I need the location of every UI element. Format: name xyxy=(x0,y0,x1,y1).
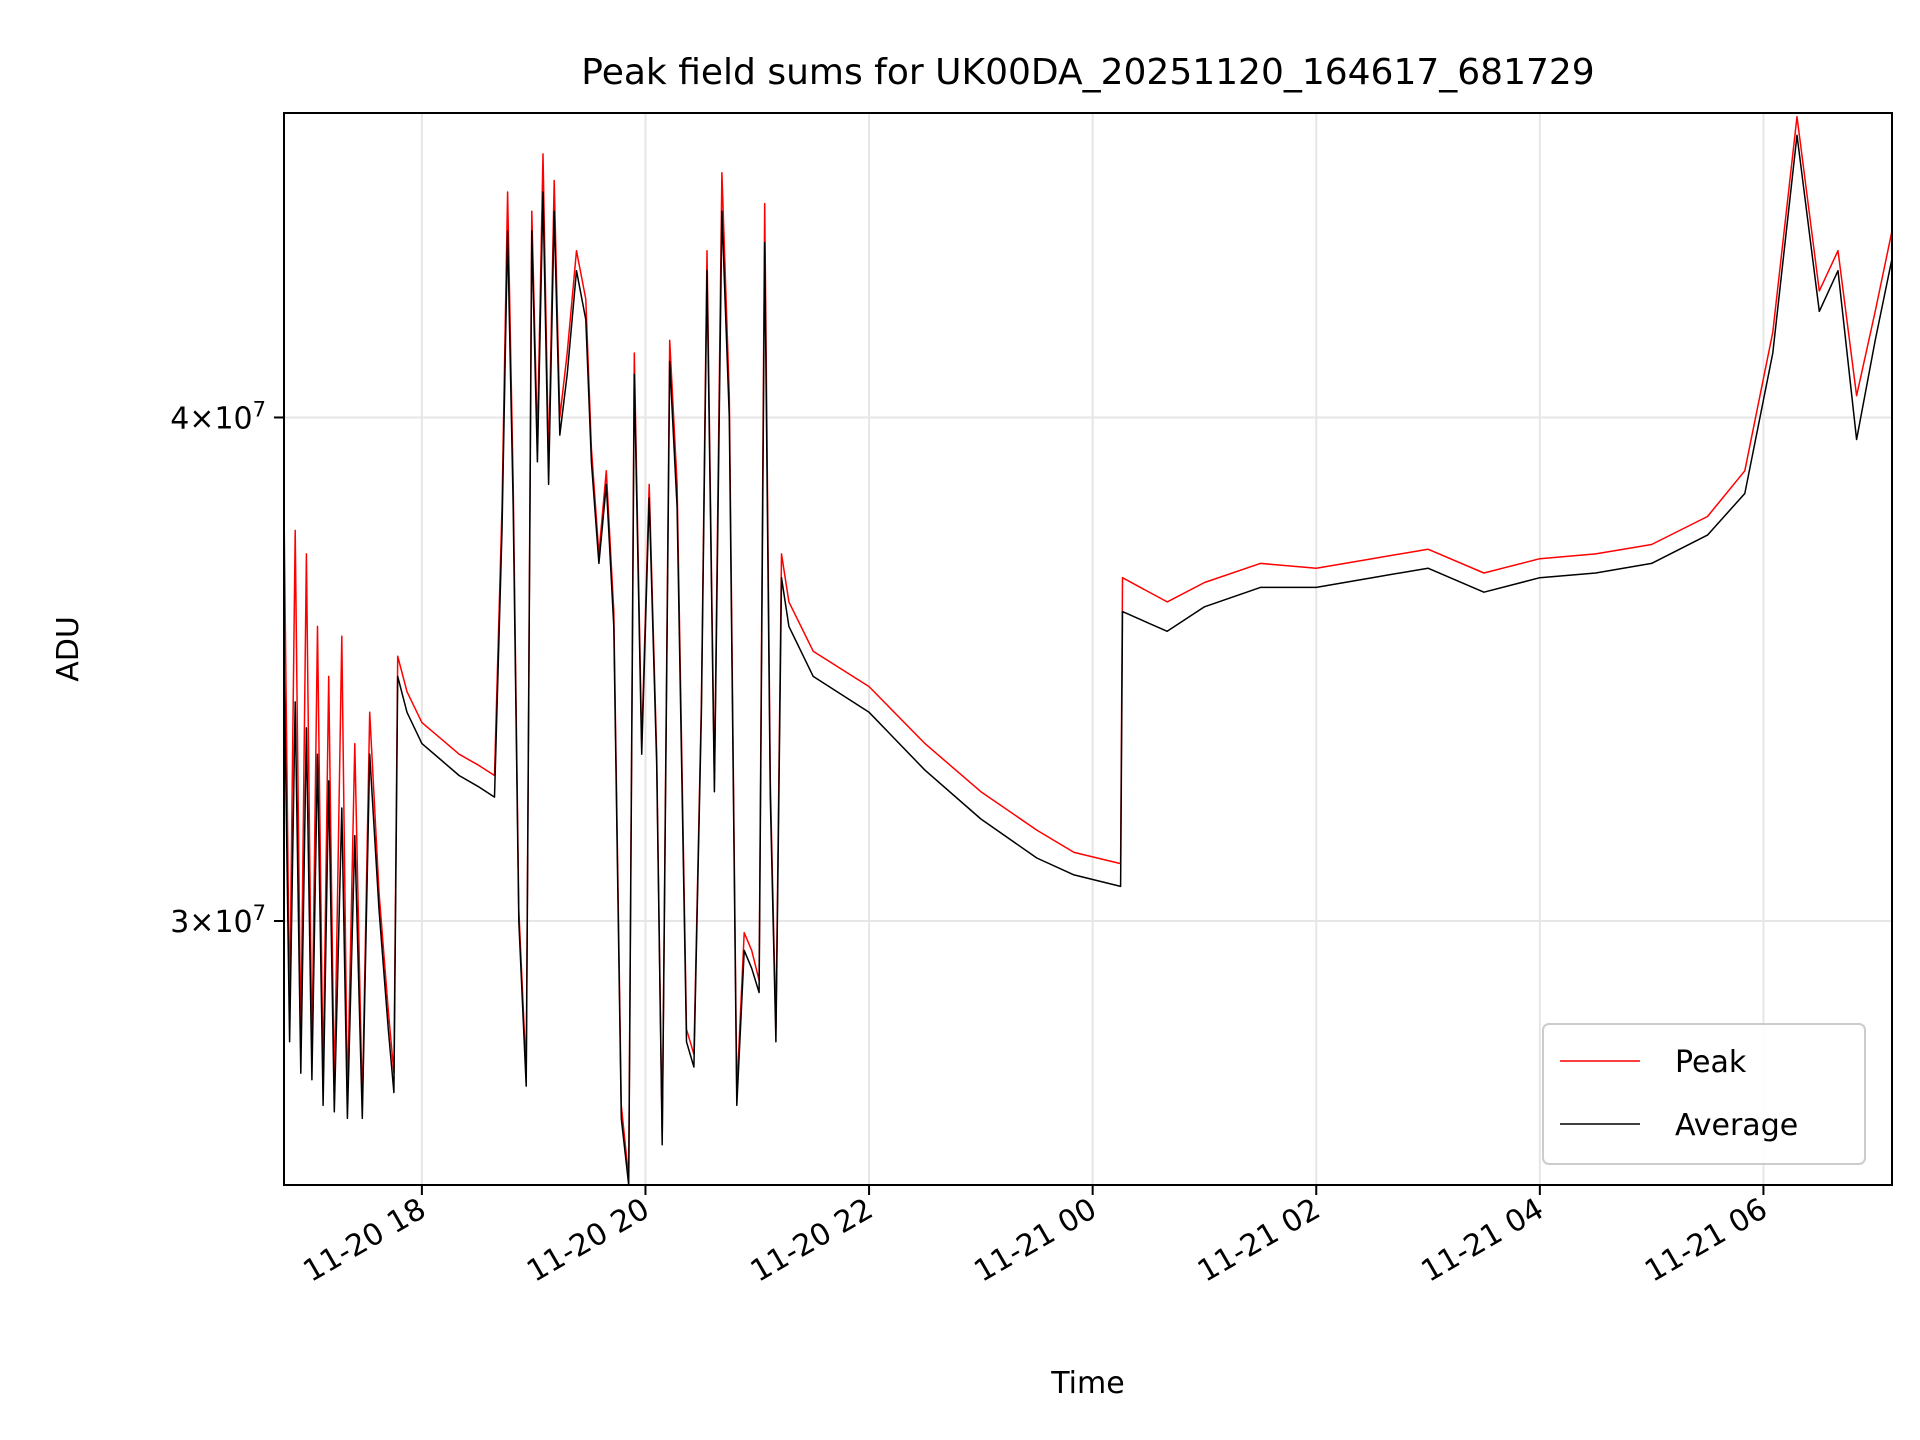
chart-title: Peak field sums for UK00DA_20251120_1646… xyxy=(581,52,1594,93)
x-axis-label: Time xyxy=(1050,1366,1124,1401)
legend-label-average: Average xyxy=(1675,1108,1798,1143)
y-axis-label: ADU xyxy=(51,616,86,682)
grid xyxy=(284,113,1892,1185)
series-layer xyxy=(284,115,1892,1185)
legend: Peak Average xyxy=(1542,1023,1866,1165)
y-tick-label: 4×107 xyxy=(170,397,266,436)
legend-label-peak: Peak xyxy=(1675,1045,1747,1080)
y-axis: 3×107 4×107 xyxy=(170,397,284,940)
plot-frame xyxy=(283,112,1893,1186)
legend-frame xyxy=(1542,1023,1866,1165)
series-line-average xyxy=(284,134,1892,1185)
series-line-peak xyxy=(284,115,1892,1179)
y-tick-label: 3×107 xyxy=(170,901,266,940)
